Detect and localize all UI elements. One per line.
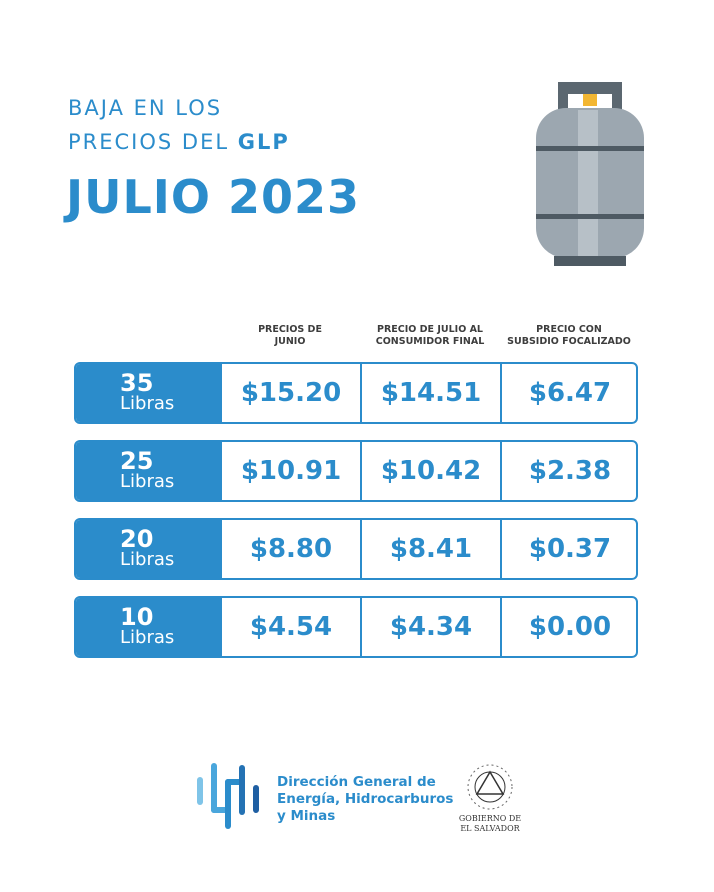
agency-line: Energía, Hidrocarburos	[277, 791, 454, 807]
table-row: 20 Libras $8.80 $8.41 $0.37	[74, 518, 638, 580]
government-seal	[467, 764, 513, 810]
price-cell: $4.54	[220, 598, 360, 656]
title: JULIO 2023	[66, 170, 361, 224]
column-header-line: CONSUMIDOR FINAL	[375, 336, 485, 347]
government-line: GOBIERNO DE	[458, 814, 522, 823]
weight-cell: 35 Libras	[76, 364, 222, 422]
column-header-line: PRECIOS DE	[258, 324, 322, 335]
column-header-line: SUBSIDIO FOCALIZADO	[507, 336, 631, 347]
weight-value: 35	[120, 369, 154, 397]
column-header: PRECIO CON SUBSIDIO FOCALIZADO	[494, 324, 644, 348]
agency-line: Dirección General de	[277, 774, 436, 790]
subtitle-line: PRECIOS DEL GLP	[68, 130, 290, 154]
price-cell: $10.91	[220, 442, 360, 500]
price-cell: $8.41	[360, 520, 500, 578]
price-cell: $6.47	[500, 364, 636, 422]
price-cell: $2.38	[500, 442, 636, 500]
gas-cylinder-icon	[536, 82, 644, 266]
table-row: 25 Libras $10.91 $10.42 $2.38	[74, 440, 638, 502]
subtitle-text: PRECIOS DEL	[68, 130, 230, 154]
price-cell: $0.00	[500, 598, 636, 656]
column-header: PRECIO DE JULIO AL CONSUMIDOR FINAL	[355, 324, 505, 348]
agency-line: y Minas	[277, 808, 336, 824]
agency-logo	[197, 763, 259, 829]
price-cell: $4.34	[360, 598, 500, 656]
table-row: 35 Libras $15.20 $14.51 $6.47	[74, 362, 638, 424]
price-cell: $14.51	[360, 364, 500, 422]
column-header-line: JUNIO	[274, 336, 306, 347]
government-name: GOBIERNO DE EL SALVADOR	[440, 814, 540, 834]
column-header-line: PRECIO CON	[536, 324, 602, 335]
subtitle-line: BAJA EN LOS	[68, 96, 223, 120]
table-row: 10 Libras $4.54 $4.34 $0.00	[74, 596, 638, 658]
weight-value: 20	[120, 525, 154, 553]
column-header: PRECIOS DE JUNIO	[215, 324, 365, 348]
column-header-line: PRECIO DE JULIO AL	[377, 324, 483, 335]
weight-unit: Libras	[120, 627, 175, 648]
weight-value: 10	[120, 603, 154, 631]
weight-value: 25	[120, 447, 154, 475]
price-cell: $8.80	[220, 520, 360, 578]
weight-cell: 20 Libras	[76, 520, 222, 578]
price-cell: $15.20	[220, 364, 360, 422]
weight-cell: 25 Libras	[76, 442, 222, 500]
price-cell: $10.42	[360, 442, 500, 500]
weight-unit: Libras	[120, 549, 175, 570]
price-cell: $0.37	[500, 520, 636, 578]
government-line: EL SALVADOR	[460, 824, 520, 833]
weight-cell: 10 Libras	[76, 598, 222, 656]
weight-unit: Libras	[120, 471, 175, 492]
weight-unit: Libras	[120, 393, 175, 414]
subtitle-bold: GLP	[237, 130, 290, 154]
agency-name: Dirección General de Energía, Hidrocarbur…	[277, 774, 453, 825]
